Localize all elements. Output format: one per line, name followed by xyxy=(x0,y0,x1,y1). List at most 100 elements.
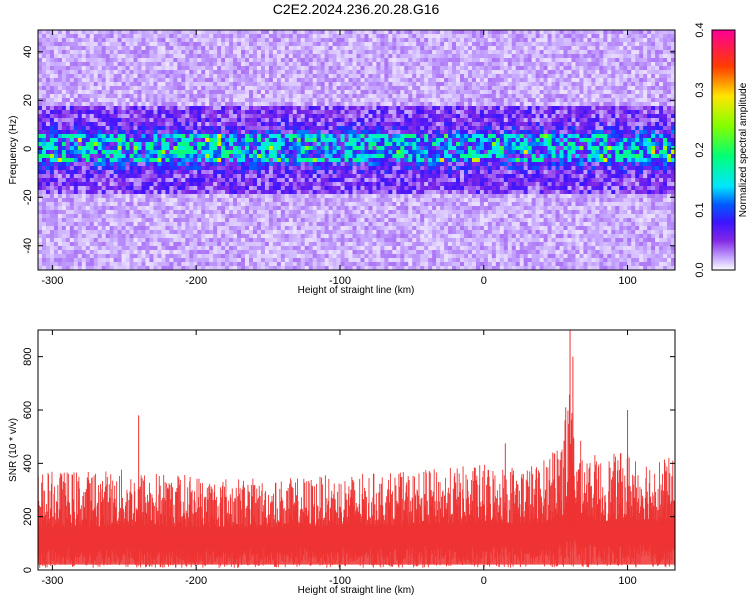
spectrogram-cell xyxy=(233,86,238,91)
spectrogram-cell xyxy=(352,102,357,107)
spectrogram-cell xyxy=(153,34,158,39)
spectrogram-cell xyxy=(316,38,321,43)
spectrogram-cell xyxy=(81,182,87,187)
spectrogram-cell xyxy=(324,146,329,151)
spectrogram-cell xyxy=(356,110,361,115)
spectrogram-cell xyxy=(137,102,142,107)
spectrogram-cell xyxy=(205,166,210,171)
spectrogram-cell xyxy=(328,214,333,219)
spectrogram-cell xyxy=(324,246,329,251)
spectrogram-cell xyxy=(117,106,122,111)
spectrogram-cell xyxy=(45,266,51,271)
spectrogram-cell xyxy=(109,110,114,115)
spectrogram-cell xyxy=(209,98,214,103)
spectrogram-cell xyxy=(348,90,353,95)
spectrogram-cell xyxy=(57,210,63,215)
spectrogram-cell xyxy=(308,182,314,187)
spectrogram-cell xyxy=(129,202,134,207)
spectrogram-cell xyxy=(241,162,246,167)
spectrogram-cell xyxy=(300,46,306,51)
spectrogram-cell xyxy=(245,250,250,255)
spectrogram-cell xyxy=(73,66,79,71)
spectrogram-cell xyxy=(280,106,286,111)
spectrogram-cell xyxy=(41,130,47,135)
spectrogram-cell xyxy=(49,166,55,171)
spectrogram-cell xyxy=(360,170,365,175)
spectrogram-cell xyxy=(217,266,222,271)
spectrogram-cell xyxy=(213,90,218,95)
spectrogram-cell xyxy=(256,50,262,55)
spectrogram-cell xyxy=(344,154,349,159)
spectrogram-cell xyxy=(69,82,75,87)
spectrogram-cell xyxy=(185,154,190,159)
spectrogram-cell xyxy=(149,190,154,195)
spectrogram-cell xyxy=(241,66,246,71)
spectrogram-cell xyxy=(189,222,194,227)
spectrogram-cell xyxy=(49,78,55,83)
spectrogram-cell xyxy=(213,122,218,127)
spectrogram-cell xyxy=(93,146,99,151)
spectrogram-cell xyxy=(352,154,357,159)
spectrogram-cell xyxy=(201,130,206,135)
spectrogram-cell xyxy=(89,110,95,115)
spectrogram-cell xyxy=(252,86,258,91)
spectrogram-cell xyxy=(364,74,369,79)
spectrogram-cell xyxy=(101,66,106,71)
spectrogram-cell xyxy=(296,46,302,51)
spectrogram-cell xyxy=(113,202,118,207)
spectrogram-cell xyxy=(189,90,194,95)
spectrogram-cell xyxy=(217,210,222,215)
spectrogram-cell xyxy=(77,238,83,243)
spectrogram-cell xyxy=(284,178,290,183)
spectrogram-cell xyxy=(233,74,238,79)
spectrogram-cell xyxy=(316,166,321,171)
spectrogram-cell xyxy=(89,234,95,239)
spectrogram-cell xyxy=(241,70,246,75)
spectrogram-cell xyxy=(300,94,306,99)
spectrogram-cell xyxy=(93,170,99,175)
spectrogram-cell xyxy=(324,102,329,107)
spectrogram-cell xyxy=(57,162,63,167)
spectrogram-cell xyxy=(308,102,314,107)
spectrogram-cell xyxy=(69,90,75,95)
spectrogram-cell xyxy=(145,206,150,211)
spectrogram-cell xyxy=(85,210,91,215)
spectrogram-cell xyxy=(320,234,325,239)
spectrogram-cell xyxy=(125,118,130,123)
spectrogram-cell xyxy=(61,122,67,127)
spectrogram-cell xyxy=(45,194,51,199)
spectrogram-cell xyxy=(153,154,158,159)
spectrogram-cell xyxy=(77,170,83,175)
spectrogram-cell xyxy=(229,254,234,259)
spectrogram-cell xyxy=(316,226,321,231)
spectrogram-cell xyxy=(268,66,274,71)
spectrogram-cell xyxy=(356,250,361,255)
spectrogram-cell xyxy=(221,54,226,59)
spectrogram-cell xyxy=(53,150,59,155)
spectrogram-cell xyxy=(332,154,337,159)
spectrogram-cell xyxy=(360,234,365,239)
spectrogram-cell xyxy=(241,130,246,135)
spectrogram-cell xyxy=(237,38,242,43)
spectrogram-cell xyxy=(280,254,286,259)
spectrogram-cell xyxy=(364,170,369,175)
spectrogram-cell xyxy=(221,70,226,75)
spectrogram-cell xyxy=(332,246,337,251)
spectrogram-cell xyxy=(61,114,67,119)
spectrogram-cell xyxy=(264,238,270,243)
spectrogram-cell xyxy=(276,202,282,207)
spectrogram-cell xyxy=(352,46,357,51)
spectrogram-cell xyxy=(89,42,95,47)
spectrogram-cell xyxy=(73,226,79,231)
spectrogram-cell xyxy=(117,66,122,71)
spectrogram-cell xyxy=(256,130,262,135)
spectrogram-cell xyxy=(209,114,214,119)
spectrogram-cell xyxy=(85,118,91,123)
spectrogram-cell xyxy=(217,134,222,139)
spectrogram-cell xyxy=(205,110,210,115)
spectrogram-cell xyxy=(264,94,270,99)
spectrogram-cell xyxy=(209,42,214,47)
spectrogram-cell xyxy=(340,130,345,135)
spectrogram-cell xyxy=(241,82,246,87)
spectrogram-cell xyxy=(113,182,118,187)
